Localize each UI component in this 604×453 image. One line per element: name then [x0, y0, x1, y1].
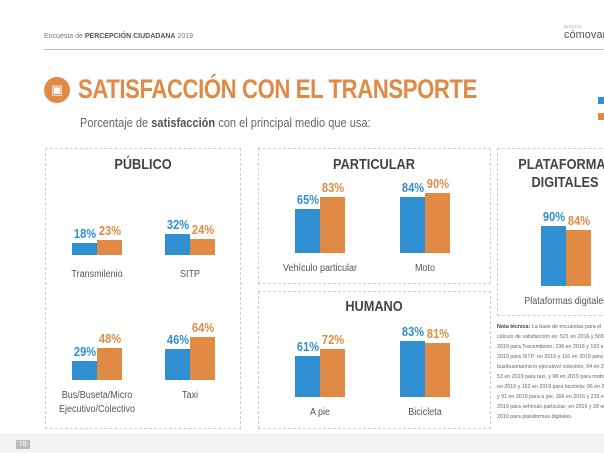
bar: [425, 192, 450, 253]
page-number: 78: [16, 440, 30, 449]
data-label: 84%: [567, 212, 591, 228]
data-label: 65%: [296, 192, 320, 208]
data-label: 83%: [401, 324, 425, 340]
category-label: A pie: [309, 407, 331, 418]
bar: [97, 347, 122, 380]
category-label: Bus/Buseta/Micro Ejecutivo/Colectivo: [58, 390, 136, 415]
bar: [566, 229, 591, 286]
running-header: Encuesta de PERCEPCIÓN CIUDADANA 2019: [44, 33, 193, 40]
bar: [320, 197, 345, 253]
data-label: 29%: [73, 343, 97, 359]
logo-name: cómovamos: [564, 29, 604, 41]
legend-swatch-2: [598, 113, 604, 120]
category-label: Moto: [414, 263, 435, 274]
panel-title-humano: HUMANO: [345, 298, 403, 315]
data-label: 72%: [321, 331, 345, 347]
panel-plataformas: [497, 148, 604, 316]
data-label: 18%: [73, 225, 97, 241]
data-label: 32%: [166, 216, 190, 232]
category-label: SITP: [179, 269, 200, 280]
bar: [295, 209, 320, 253]
transport-icon: ▣: [44, 77, 70, 103]
subtitle: Porcentaje de satisfacción con el princi…: [80, 115, 371, 130]
bar: [400, 341, 425, 397]
data-label: 90%: [542, 208, 566, 224]
category-label: Taxi: [181, 390, 199, 401]
category-label: Transmilenio: [71, 269, 123, 280]
data-label: 48%: [98, 330, 122, 346]
bar: [400, 196, 425, 253]
data-label: 83%: [321, 180, 345, 196]
data-label: 23%: [98, 222, 122, 238]
data-label: 46%: [166, 332, 190, 348]
data-label: 90%: [426, 175, 450, 191]
note-text: La base de encuestas para el cálculo de …: [497, 324, 604, 420]
bar: [190, 337, 215, 380]
legend-swatch-1: [598, 97, 604, 104]
footer-bar: [0, 433, 604, 453]
bar: [541, 225, 566, 286]
bar: [320, 348, 345, 397]
category-label: Plataformas digitales: [524, 296, 604, 307]
panel-humano: [258, 291, 491, 429]
header-prefix: Encuesta de: [44, 33, 83, 40]
category-label: Bicicleta: [408, 407, 442, 418]
panel-title-publico: PÚBLICO: [114, 156, 172, 173]
note-label: Nota técnica:: [497, 324, 531, 330]
data-label: 24%: [191, 221, 215, 237]
bar: [165, 233, 190, 255]
panel-title-particular: PARTICULAR: [333, 156, 415, 173]
panel-title-plataformas: PLATAFORMAS DIGITALES: [518, 156, 604, 191]
logo: BOGOTÁcómovamos: [564, 24, 604, 41]
panel-particular: [258, 148, 491, 284]
bar: [72, 242, 97, 255]
category-label: Vehículo particular: [282, 263, 358, 274]
technical-note: Nota técnica: La base de encuestas para …: [497, 322, 604, 422]
subtitle-post: con el principal medio que usa:: [218, 115, 371, 130]
bar: [295, 356, 320, 397]
subtitle-bold: satisfacción: [151, 115, 216, 130]
bar: [97, 239, 122, 255]
data-label: 61%: [296, 339, 320, 355]
bar: [425, 342, 450, 397]
logo-small: BOGOTÁ: [564, 24, 582, 29]
page-title: SATISFACCIÓN CON EL TRANSPORTE: [78, 74, 477, 104]
bar: [72, 360, 97, 380]
header-bold: PERCEPCIÓN CIUDADANA: [84, 33, 176, 40]
bar: [190, 238, 215, 255]
data-label: 81%: [426, 325, 450, 341]
header-divider: [44, 49, 604, 50]
header-year: 2019: [177, 33, 194, 40]
subtitle-pre: Porcentaje de: [80, 115, 149, 130]
data-label: 84%: [401, 179, 425, 195]
data-label: 64%: [191, 320, 215, 336]
panel-publico: [45, 148, 241, 429]
bar: [165, 349, 190, 380]
